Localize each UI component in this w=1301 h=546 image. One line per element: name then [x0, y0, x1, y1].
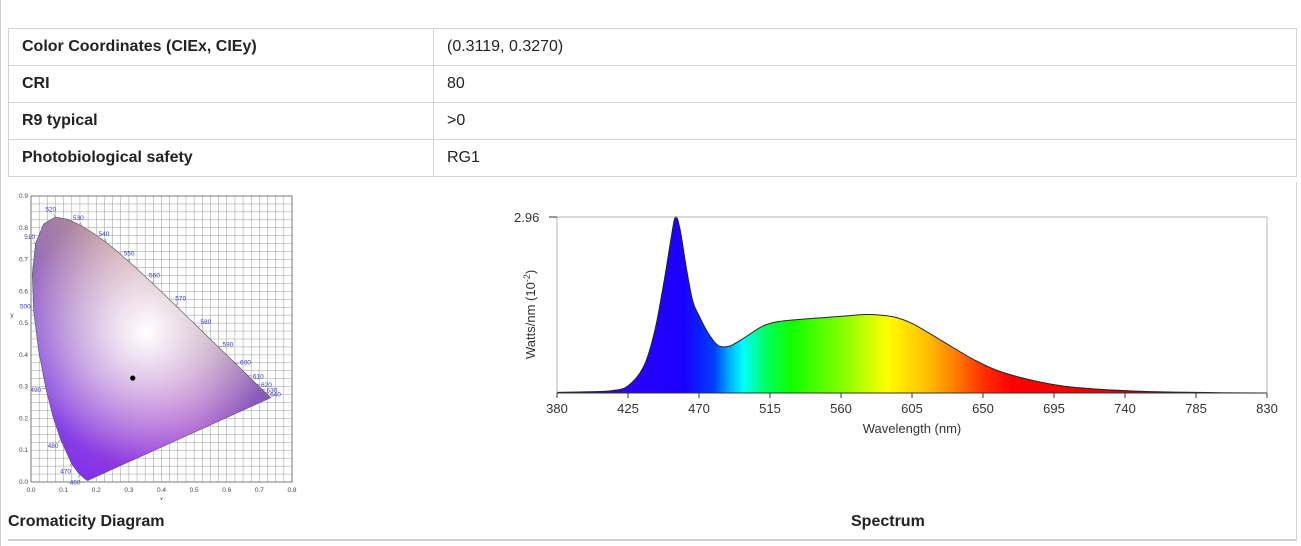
- x-tick-label: 470: [688, 401, 710, 416]
- table-row: R9 typical >0: [8, 102, 1297, 140]
- x-tick-label: 0.0: [26, 487, 35, 494]
- wavelength-tick: [152, 280, 154, 284]
- wavelength-label: 480: [48, 443, 59, 450]
- x-tick-label: 0.6: [222, 487, 231, 494]
- wavelength-tick: [53, 213, 56, 218]
- spec-label: Color Coordinates (CIEx, CIEy): [8, 28, 434, 66]
- spec-label: Photobiological safety: [8, 139, 434, 177]
- wavelength-label: 500: [20, 304, 31, 311]
- spectrum-curve: [556, 216, 1268, 394]
- wavelength-tick: [80, 222, 82, 226]
- wavelength-labels: 460 470 480 490 500 510 520 530 540 550 560 570 580 5…: [20, 206, 281, 486]
- color-coordinate-point: [130, 375, 136, 381]
- y-tick-label: 0.5: [19, 320, 28, 327]
- x-tick-label: 650: [972, 401, 994, 416]
- spec-label: CRI: [8, 65, 434, 103]
- wavelength-label: 550: [124, 251, 135, 258]
- y-tick-label: 0.3: [19, 384, 28, 391]
- wavelength-tick: [33, 240, 36, 244]
- y-tick-label: 0.1: [19, 447, 28, 454]
- x-tick-label: 830: [1256, 401, 1278, 416]
- y-tick-label: 0.9: [19, 193, 28, 200]
- x-tick-label: 0.3: [124, 487, 133, 494]
- spectrum-caption: Spectrum: [851, 513, 925, 530]
- y-tick-label: 0.2: [19, 415, 28, 422]
- spectrum-area: [557, 216, 1267, 393]
- wavelength-label: 640: [270, 391, 281, 398]
- wavelength-label: 620: [261, 382, 272, 389]
- wavelength-label: 520: [45, 206, 56, 213]
- wavelength-tick: [30, 308, 34, 312]
- spec-table: Color Coordinates (CIEx, CIEy) (0.3119, …: [8, 28, 1297, 177]
- spec-value: (0.3119, 0.3270): [433, 28, 1297, 66]
- y-tick-label: 0.4: [19, 352, 28, 359]
- x-tick-label: 380: [546, 401, 568, 416]
- x-tick-label: 515: [759, 401, 781, 416]
- chromaticity-diagram: 0.0 0.1 0.2 0.3 0.4 0.5 0.6 0.7 0.8 0.0 0.1 0.2 0.3 0…: [10, 193, 297, 500]
- wavelength-label: 570: [175, 295, 186, 302]
- wavelength-tick: [197, 324, 201, 328]
- wavelength-label: 470: [60, 468, 71, 475]
- charts-section: 0.0 0.1 0.2 0.3 0.4 0.5 0.6 0.7 0.8 0.0 0.1 0.2 0.3 0…: [8, 182, 1297, 541]
- wavelength-tick: [78, 474, 81, 478]
- y-tick-label: 0.0: [19, 479, 28, 486]
- wavelength-label: 610: [253, 373, 264, 380]
- wavelength-tick: [105, 238, 107, 243]
- x-tick-label: 0.7: [255, 487, 264, 494]
- x-tick-label: 740: [1114, 401, 1136, 416]
- wavelength-label: 580: [200, 319, 211, 326]
- y-tick-label: 0.8: [19, 225, 28, 232]
- table-row: Color Coordinates (CIEx, CIEy) (0.3119, …: [8, 28, 1297, 66]
- chromaticity-caption: Cromaticity Diagram: [8, 513, 165, 530]
- wavelength-label: 590: [223, 342, 234, 349]
- x-tick-label: 0.4: [157, 487, 166, 494]
- spec-value: RG1: [433, 139, 1297, 177]
- x-tick-label: 0.5: [190, 487, 199, 494]
- x-tick-label: 785: [1185, 401, 1207, 416]
- y-axis-label: y: [10, 312, 14, 319]
- y-tick-label: 2.96: [514, 210, 539, 225]
- wavelength-label: 460: [70, 480, 81, 487]
- wavelength-label: 600: [240, 360, 251, 367]
- x-tick-label: 0.1: [59, 487, 68, 494]
- x-axis-label: Wavelength (nm): [863, 421, 962, 436]
- wavelength-tick: [218, 345, 222, 348]
- wavelength-label: 530: [73, 215, 84, 222]
- y-axis-label: Watts/nm (10-2): [522, 270, 538, 359]
- x-tick-label: 425: [617, 401, 639, 416]
- x-tick-label: 695: [1043, 401, 1065, 416]
- chromaticity-color-fill: [32, 217, 271, 481]
- y-tick-label: 0.6: [19, 288, 28, 295]
- wavelength-label: 560: [149, 272, 160, 279]
- spec-label: R9 typical: [8, 102, 434, 140]
- diagram-frame: [30, 195, 293, 483]
- table-row: Photobiological safety RG1: [8, 139, 1297, 177]
- x-axis-label: x: [160, 496, 164, 500]
- y-tick-label: 0.7: [19, 257, 28, 264]
- spec-value: 80: [433, 65, 1297, 103]
- page-frame-edge: [0, 0, 8, 546]
- wavelength-tick: [175, 302, 178, 306]
- wavelength-tick: [69, 463, 72, 467]
- wavelength-label: 490: [30, 387, 41, 394]
- x-tick-label: 0.8: [287, 487, 296, 494]
- spectrum-chart: 2.96 Watts/nm (10-2) 380 425 470 515 560 605 6…: [514, 210, 1278, 436]
- x-tick-label: 605: [901, 401, 923, 416]
- spec-value: >0: [433, 102, 1297, 140]
- x-tick-label: 560: [830, 401, 852, 416]
- wavelength-tick: [57, 439, 61, 443]
- wavelength-label: 540: [99, 231, 110, 238]
- x-tick-label: 0.2: [92, 487, 101, 494]
- x-axis-ticks: 380 425 470 515 560 605 650 695 740 785 830: [546, 393, 1278, 416]
- wavelength-label: 630: [267, 388, 278, 395]
- table-row: CRI 80: [8, 65, 1297, 103]
- wavelength-label: 510: [24, 234, 35, 241]
